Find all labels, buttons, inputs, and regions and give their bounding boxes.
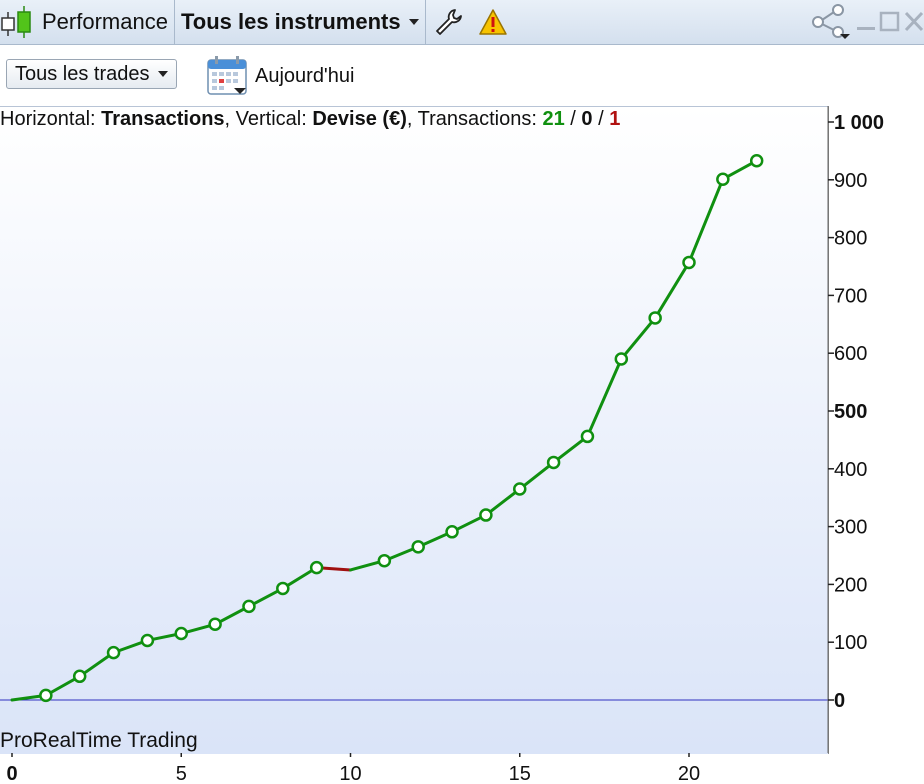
data-point [749, 153, 764, 168]
window-titlebar: Performance Tous les instruments [0, 0, 924, 45]
data-point [242, 599, 256, 614]
wrench-icon [435, 9, 462, 35]
y-tick-label: 900 [834, 170, 867, 192]
data-point [479, 508, 493, 522]
maximize-icon[interactable] [878, 7, 902, 37]
series-segment [653, 260, 691, 320]
separator: / [564, 108, 582, 130]
y-tick-label: 0 [834, 690, 845, 712]
warning-icon [478, 9, 507, 35]
y-tick-label: 800 [834, 228, 867, 250]
y-tick-label: 1 000 [834, 112, 884, 134]
trades-filter-label: Tous les trades [15, 62, 150, 85]
share-icon[interactable] [810, 2, 854, 42]
transactions-prefix: , Transactions: [406, 108, 543, 130]
chart-info-line: Horizontal: Transactions, Vertical: Devi… [0, 108, 620, 131]
x-tick-label: 20 [678, 763, 700, 784]
losing-count: 1 [609, 108, 621, 130]
data-point [174, 626, 188, 641]
toolbar: Tous les trades Aujourd'hui [0, 45, 924, 105]
x-tick-label: 5 [176, 763, 187, 784]
vertical-prefix: , Vertical: [224, 108, 313, 130]
candlestick-icon [1, 6, 31, 38]
horizontal-value: Transactions [101, 108, 225, 130]
data-point [39, 688, 53, 703]
series-segment [687, 177, 725, 264]
instrument-dropdown[interactable]: Tous les instruments [175, 0, 426, 44]
series-segment [484, 487, 522, 517]
separator: / [592, 108, 610, 130]
horizontal-prefix: Horizontal: [0, 108, 102, 130]
instrument-label: Tous les instruments [180, 9, 401, 34]
data-point [580, 429, 595, 444]
y-tick-label: 100 [834, 632, 867, 654]
calendar-icon [207, 56, 247, 95]
warning-button[interactable] [472, 0, 514, 44]
data-point [411, 540, 425, 554]
chart-plot-area[interactable] [0, 106, 829, 754]
settings-button[interactable] [426, 0, 472, 44]
x-tick-label: 15 [509, 763, 531, 784]
data-point [513, 482, 527, 496]
y-tick-label: 300 [834, 517, 867, 539]
watermark: ProRealTime Trading [0, 729, 198, 752]
data-point [276, 581, 290, 596]
minimize-icon[interactable] [854, 7, 878, 37]
winning-count: 21 [542, 108, 565, 130]
x-tick-label: 10 [339, 763, 361, 784]
data-point [716, 172, 730, 186]
data-point [309, 560, 324, 575]
chevron-down-icon [157, 71, 168, 77]
data-point [614, 352, 629, 366]
series-segment [78, 651, 116, 678]
series-segment [518, 460, 556, 491]
series-segment [619, 316, 657, 361]
data-point [208, 617, 222, 632]
y-tick-label: 200 [834, 574, 867, 596]
x-tick-label: 0 [6, 763, 17, 784]
y-tick-label: 400 [834, 459, 867, 481]
app-tab[interactable]: Performance [0, 0, 175, 44]
date-picker[interactable]: Aujourd'hui [206, 54, 354, 98]
series-segment [552, 434, 589, 464]
data-point [377, 553, 392, 568]
y-tick-label: 700 [834, 285, 867, 307]
data-point [445, 525, 459, 539]
data-point [72, 669, 87, 684]
trades-filter-select[interactable]: Tous les trades [6, 59, 177, 89]
app-title: Performance [42, 9, 168, 34]
neutral-count: 0 [581, 108, 593, 130]
y-tick-label: 500 [834, 401, 867, 423]
data-point [140, 633, 155, 648]
vertical-value: Devise (€) [312, 108, 407, 130]
series-segment [585, 357, 623, 438]
data-point [682, 255, 696, 270]
y-tick-label: 600 [834, 343, 867, 365]
chevron-down-icon [408, 19, 419, 25]
close-icon[interactable] [902, 7, 924, 37]
data-point [106, 645, 121, 660]
date-label: Aujourd'hui [255, 64, 355, 87]
data-point [648, 311, 662, 325]
data-point [546, 455, 561, 470]
